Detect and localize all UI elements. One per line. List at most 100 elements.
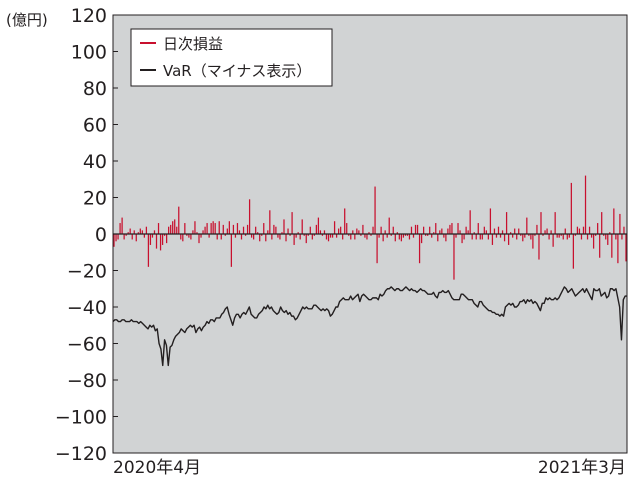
bar-daily-pl <box>364 234 366 238</box>
bar-daily-pl <box>572 234 574 269</box>
y-tick-label: 80 <box>83 78 107 100</box>
bar-daily-pl <box>406 234 409 236</box>
legend-box <box>130 28 333 87</box>
bar-daily-pl <box>623 226 625 234</box>
bar-daily-pl <box>356 228 358 234</box>
bar-daily-pl <box>319 230 322 234</box>
bar-daily-pl <box>558 234 560 238</box>
y-tick-label: 20 <box>83 188 107 210</box>
bar-daily-pl <box>113 234 115 247</box>
bar-daily-pl <box>344 208 346 234</box>
bar-daily-pl <box>206 223 208 234</box>
bar-daily-pl <box>170 224 172 235</box>
bar-daily-pl <box>174 219 176 234</box>
bar-daily-pl <box>325 234 328 240</box>
bar-daily-pl <box>309 226 311 234</box>
bar-daily-pl <box>281 232 283 234</box>
bar-daily-pl <box>548 234 550 240</box>
bar-daily-pl <box>208 234 210 238</box>
bar-daily-pl <box>595 234 597 236</box>
bar-daily-pl <box>447 228 449 234</box>
bar-daily-pl <box>487 234 489 240</box>
bar-daily-pl <box>580 234 583 240</box>
bar-daily-pl <box>358 230 360 234</box>
legend-label-var: VaR（マイナス表示） <box>163 62 311 80</box>
bar-daily-pl <box>473 232 475 234</box>
bar-daily-pl <box>481 234 483 240</box>
bar-daily-pl <box>485 230 487 234</box>
bar-daily-pl <box>414 224 417 235</box>
bar-daily-pl <box>597 223 599 234</box>
bar-daily-pl <box>410 226 413 234</box>
bar-daily-pl <box>507 234 510 245</box>
y-tick-label: 0 <box>95 224 107 246</box>
bar-daily-pl <box>423 226 425 234</box>
bar-daily-pl <box>544 230 546 234</box>
bar-daily-pl <box>342 234 344 240</box>
bar-daily-pl <box>143 234 145 238</box>
bar-daily-pl <box>479 234 481 240</box>
bar-daily-pl <box>220 234 222 240</box>
bar-daily-pl <box>291 212 293 234</box>
bar-daily-pl <box>455 234 457 238</box>
bar-daily-pl <box>248 199 251 234</box>
bar-daily-pl <box>404 234 407 236</box>
bar-daily-pl <box>125 234 127 236</box>
bar-daily-pl <box>582 226 585 234</box>
bar-daily-pl <box>491 234 494 245</box>
y-unit-label: (億円) <box>6 11 48 29</box>
bar-daily-pl <box>601 212 603 234</box>
bar-daily-pl <box>526 217 528 234</box>
bar-daily-pl <box>586 234 589 240</box>
bar-daily-pl <box>293 234 295 245</box>
bar-daily-pl <box>311 234 313 240</box>
bar-daily-pl <box>615 234 617 240</box>
bar-daily-pl <box>574 234 577 236</box>
bar-daily-pl <box>242 226 245 234</box>
bar-daily-pl <box>550 230 552 234</box>
bar-daily-pl <box>390 234 392 236</box>
bar-daily-pl <box>117 234 119 240</box>
bar-daily-pl <box>570 182 572 234</box>
bar-daily-pl <box>427 234 429 236</box>
bar-daily-pl <box>384 230 386 234</box>
bar-daily-pl <box>155 234 158 249</box>
bar-daily-pl <box>315 224 317 235</box>
bar-daily-pl <box>317 217 320 234</box>
bar-daily-pl <box>186 234 188 236</box>
bar-daily-pl <box>536 224 538 235</box>
bar-daily-pl <box>477 223 479 234</box>
bar-daily-pl <box>149 234 152 245</box>
bar-daily-pl <box>157 223 160 234</box>
bar-daily-pl <box>240 234 243 240</box>
bar-daily-pl <box>609 232 611 234</box>
bar-daily-pl <box>556 234 558 238</box>
bar-daily-pl <box>301 219 303 234</box>
x-start-label: 2020年4月 <box>113 458 201 476</box>
bar-daily-pl <box>554 212 556 234</box>
bar-daily-pl <box>372 226 374 234</box>
bar-daily-pl <box>137 232 139 234</box>
bar-daily-pl <box>588 226 591 234</box>
bar-daily-pl <box>226 228 228 234</box>
bar-daily-pl <box>202 230 204 234</box>
bar-daily-pl <box>159 234 162 251</box>
bar-daily-pl <box>584 175 587 234</box>
bar-daily-pl <box>218 221 220 234</box>
bar-daily-pl <box>621 234 623 240</box>
bar-daily-pl <box>168 226 170 234</box>
bar-daily-pl <box>546 228 548 234</box>
bar-daily-pl <box>131 234 133 240</box>
bar-daily-pl <box>374 186 376 234</box>
legend: 日次損益 VaR（マイナス表示） <box>130 28 333 87</box>
bar-daily-pl <box>520 234 522 236</box>
bar-daily-pl <box>200 234 202 238</box>
y-tick-label: −100 <box>55 407 107 429</box>
bar-daily-pl <box>560 234 562 236</box>
bar-daily-pl <box>178 206 180 235</box>
bar-daily-pl <box>471 234 473 240</box>
bar-daily-pl <box>540 212 542 234</box>
bar-daily-pl <box>163 234 166 236</box>
